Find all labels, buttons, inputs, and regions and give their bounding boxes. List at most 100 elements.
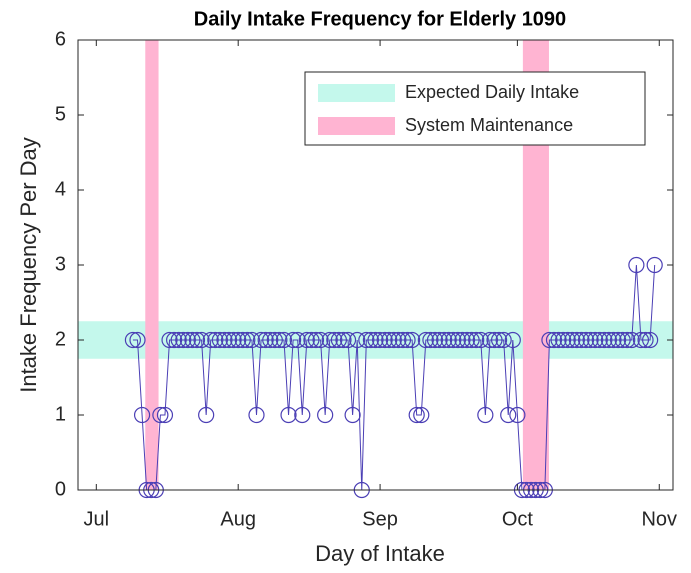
marker [564,331,581,349]
marker [500,406,517,424]
marker [614,331,631,349]
marker [243,331,261,349]
marker [317,406,334,424]
marker [587,331,604,349]
marker [623,331,640,349]
marker [230,331,247,349]
marker [129,331,146,349]
marker [367,331,384,349]
legend-swatch [318,84,395,102]
marker [239,331,256,349]
marker [628,256,645,274]
marker [179,331,196,349]
x-tick-label: Nov [641,508,677,530]
marker [298,331,315,349]
marker [632,331,650,349]
marker [161,331,178,349]
marker [207,331,224,349]
marker [596,331,613,349]
legend-label: System Maintenance [405,115,573,135]
marker [445,331,462,349]
marker [266,331,283,349]
marker [156,406,174,424]
marker [426,331,444,349]
band [145,40,159,490]
marker [637,331,654,349]
y-axis-label: Intake Frequency Per Day [16,137,41,393]
y-tick-label: 3 [55,253,66,275]
x-tick-label: Sep [362,508,398,530]
marker [381,331,398,349]
marker [559,331,576,349]
marker [303,331,320,349]
marker [339,331,357,349]
marker [417,331,434,349]
marker [573,331,590,349]
marker [330,331,347,349]
marker [609,331,627,349]
marker [271,331,288,349]
marker [124,331,142,349]
marker [449,331,466,349]
marker [568,331,585,349]
y-tick-label: 0 [55,478,66,500]
marker [646,256,663,274]
marker [550,331,567,349]
y-tick-label: 1 [55,403,66,425]
legend-swatch [318,117,395,135]
marker [166,331,183,349]
marker [294,406,311,424]
marker [390,331,407,349]
marker [490,331,508,349]
marker [436,331,453,349]
marker [404,331,421,349]
marker [605,331,622,349]
marker [440,331,457,349]
marker [555,331,572,349]
marker [463,331,480,349]
marker [458,331,476,349]
marker [642,331,659,349]
marker [577,331,595,349]
marker [211,331,228,349]
x-tick-label: Oct [502,508,534,530]
marker [220,331,238,349]
marker [216,331,233,349]
y-tick-label: 5 [55,103,66,125]
marker [504,331,521,349]
marker [133,406,151,424]
marker [413,406,430,424]
marker [509,406,526,424]
legend-label: Expected Daily Intake [405,82,579,102]
marker [477,406,494,424]
marker [481,331,499,349]
marker [321,331,338,349]
marker [545,331,563,349]
marker [358,331,375,349]
marker [454,331,471,349]
x-axis-label: Day of Intake [315,541,445,566]
marker [349,331,366,349]
y-tick-label: 6 [55,28,66,50]
marker [495,331,512,349]
marker [257,331,274,349]
marker [175,331,192,349]
marker [184,331,201,349]
marker [362,331,380,349]
marker [408,406,425,424]
marker [152,406,169,424]
marker [202,331,219,349]
marker [591,331,608,349]
marker [582,331,599,349]
marker [248,406,265,424]
marker [619,331,636,349]
marker [394,331,412,349]
marker [307,331,325,349]
marker [280,406,297,424]
marker [371,331,389,349]
marker [198,406,215,424]
x-tick-label: Jul [84,508,110,530]
marker [234,331,251,349]
marker [326,331,343,349]
